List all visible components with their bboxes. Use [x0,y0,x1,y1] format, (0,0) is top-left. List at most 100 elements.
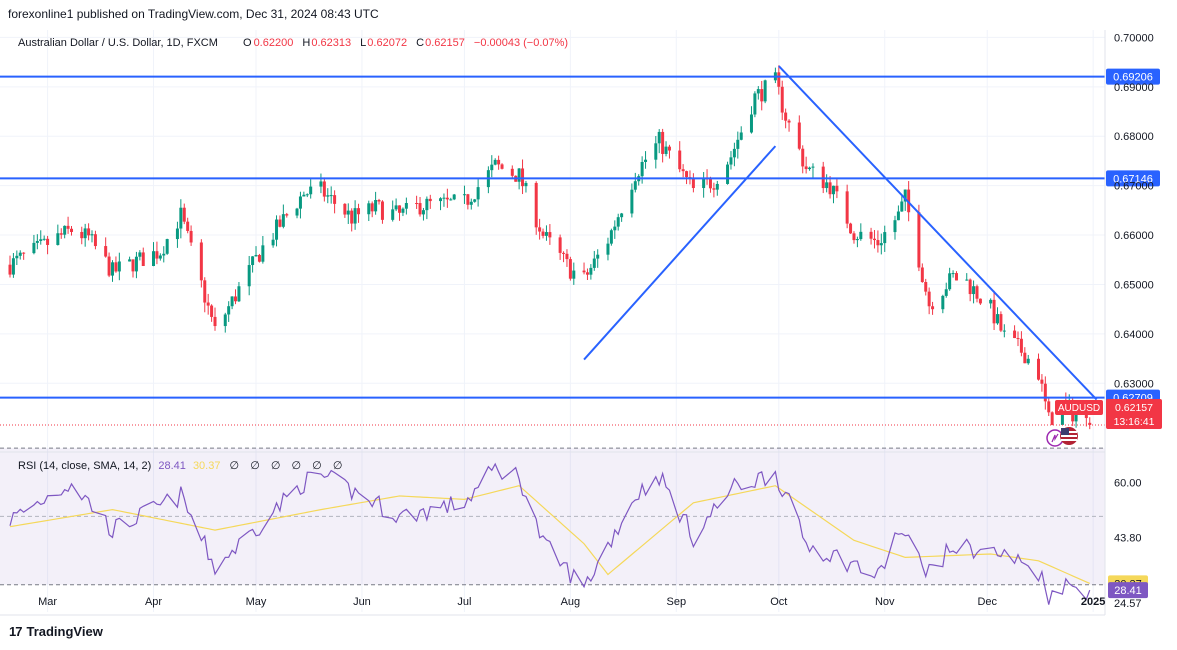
candle-body [787,120,791,123]
rsi-line [9,462,1091,605]
price-tick-label: 0.68000 [1114,131,1154,143]
candle-body [138,252,142,257]
candle-body [968,279,972,295]
candle-body [685,171,689,178]
time-axis[interactable]: Mar Apr May Jun Jul Aug Sep Oct Nov Dec 2025 [38,596,1105,608]
candle-body [893,220,897,233]
trendlines[interactable] [583,65,1098,401]
candle-body [473,199,477,202]
tradingview-logo-icon: 17 [9,624,23,639]
candle-body [1050,412,1054,425]
candle-body [374,199,378,212]
price-tick-label: 0.64000 [1114,329,1154,341]
candle-body [691,178,695,189]
candle-body [223,314,227,327]
candle-body [589,267,593,275]
candle-body [777,72,781,87]
candle-body [404,203,408,209]
candle-body [931,306,935,310]
candle-body [346,210,350,215]
candle-body [1016,338,1020,340]
candle-body [1023,352,1027,364]
candle-body [439,198,443,202]
candle-body [664,146,668,154]
candle-body [329,195,333,197]
price-tick-label: 0.67000 [1114,181,1154,193]
candle-body [941,295,945,310]
candle-body [876,240,880,246]
candle-body [975,286,979,299]
candle-body [449,199,453,201]
rsi-tick-label: 43.80 [1114,533,1142,545]
candle-body [87,228,91,236]
candle-body [804,166,808,170]
candle-body [510,168,514,176]
candle-body [391,209,395,220]
candle-body [117,261,121,272]
candle-body [42,238,46,240]
candle-body [380,201,384,220]
candle-body [295,208,299,216]
candle-body [39,239,43,241]
trendline [778,65,1098,401]
candle-body [965,279,969,281]
ohlc-legend: O 0.62200 H0.62313 L0.62072 C0.62157 −0.0… [243,37,568,49]
candle-body [11,258,15,275]
candle-body [715,183,719,190]
candle-body [616,217,620,227]
time-tick-label: Mar [38,596,57,608]
price-tick-label: 0.69000 [1114,82,1154,94]
bar-countdown-label: 13:16:41 [1114,416,1155,428]
time-tick-label: Dec [977,596,997,608]
candle-body [896,211,900,221]
candle-body [544,232,548,236]
level-price-label: 0.67146 [1113,173,1153,185]
candle-body [780,86,784,113]
time-tick-label: Jul [457,596,471,608]
calendar-event-icons[interactable] [1046,427,1078,447]
candle-body [189,230,193,243]
candle-body [763,80,767,102]
candle-body [739,132,743,140]
candle-body [210,305,214,317]
trendline [583,145,777,361]
candle-body [654,143,658,160]
candle-body [883,232,887,244]
candle-body [661,131,665,154]
candle-body [56,233,60,245]
candle-body [1084,414,1088,419]
candle-body [855,239,859,241]
candle-body [749,114,753,133]
candle-body [425,198,429,211]
candle-body [326,195,330,197]
candle-body [63,225,67,235]
candle-body [825,182,829,189]
candle-body [415,203,419,205]
candle-body [708,179,712,189]
symbol-price-badge[interactable]: AUDUSD 0.62157 13:16:41 [1055,399,1162,429]
candle-body [357,208,361,215]
candle-body [859,231,863,240]
price-axis[interactable]: 0.70000 0.69000 0.68000 0.67000 0.66000 0.650… [1114,32,1154,390]
candle-body [808,167,812,170]
candle-body [476,187,480,200]
candle-body [398,205,402,213]
candle-body [1047,401,1051,413]
candle-body [257,254,261,262]
candle-body [801,148,805,167]
rsi-value-badge [1108,582,1148,599]
footer[interactable]: 17 TradingView [9,624,103,639]
candle-body [442,197,446,199]
candle-body [1013,330,1017,339]
candle-body [469,201,473,205]
candle-body [872,238,876,241]
rsi-tick-label: 60.00 [1114,477,1142,489]
candle-body [134,256,138,272]
candle-body [59,233,63,235]
candle-body [370,203,374,212]
candle-body [203,280,207,303]
candle-body [620,213,624,218]
